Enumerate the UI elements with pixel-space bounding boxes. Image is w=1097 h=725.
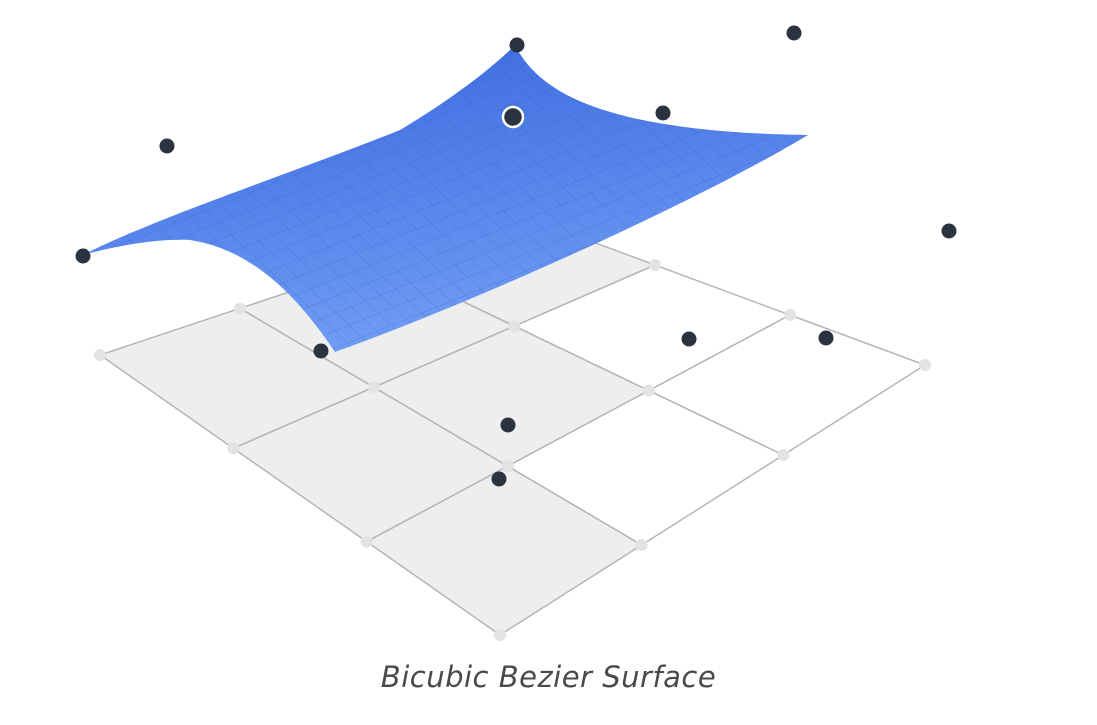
control-points: [75, 25, 957, 487]
grid-vertex: [649, 259, 661, 271]
grid-vertex: [919, 359, 931, 371]
grid-vertex: [367, 381, 380, 394]
surface-mesh: [83, 45, 808, 352]
control-point[interactable]: [75, 248, 91, 264]
grid-vertex: [494, 629, 506, 641]
grid-vertex: [642, 384, 655, 397]
grid-vertex: [784, 309, 796, 321]
grid-vertex: [501, 460, 514, 473]
selected-control-point[interactable]: [501, 105, 525, 129]
control-point[interactable]: [159, 138, 175, 154]
control-point[interactable]: [786, 25, 802, 41]
bezier-surface: [83, 45, 808, 352]
control-point[interactable]: [818, 330, 834, 346]
control-point[interactable]: [681, 331, 697, 347]
control-point[interactable]: [491, 471, 507, 487]
control-point[interactable]: [313, 343, 329, 359]
grid-vertex: [360, 535, 373, 548]
grid-vertex: [227, 442, 240, 455]
grid-vertex: [94, 349, 106, 361]
control-point[interactable]: [941, 223, 957, 239]
grid-vertex: [777, 449, 790, 461]
control-point[interactable]: [509, 37, 525, 53]
control-point[interactable]: [500, 417, 516, 433]
grid-vertex: [508, 320, 521, 333]
grid-vertex: [635, 539, 648, 551]
grid-vertex: [234, 302, 246, 315]
control-point[interactable]: [655, 105, 671, 121]
diagram-caption: Bicubic Bezier Surface: [380, 660, 717, 694]
